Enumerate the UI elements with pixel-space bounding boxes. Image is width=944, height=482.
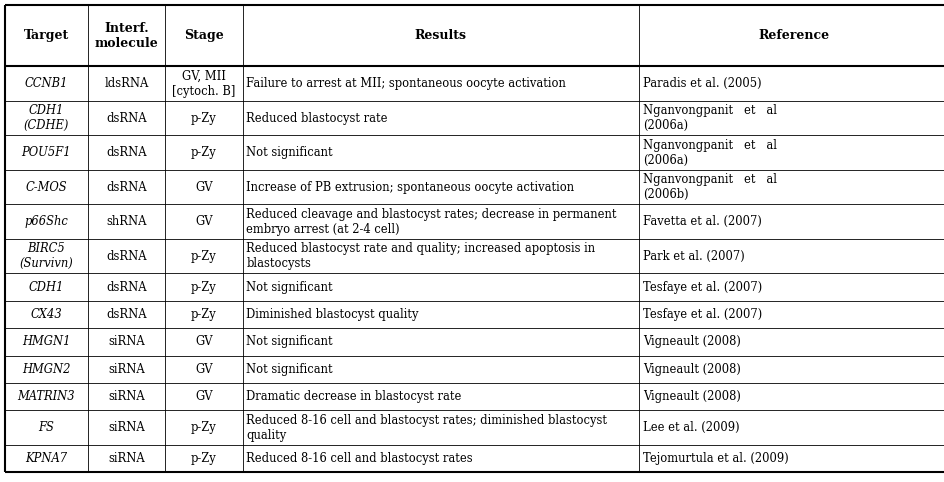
Text: Park et al. (2007): Park et al. (2007) — [643, 250, 745, 263]
Text: Interf.
molecule: Interf. molecule — [94, 22, 159, 50]
Text: Nganvongpanit   et   al
(2006a): Nganvongpanit et al (2006a) — [643, 104, 777, 132]
Text: Not significant: Not significant — [246, 335, 333, 348]
Text: FS: FS — [39, 421, 54, 434]
Text: C-MOS: C-MOS — [25, 181, 67, 194]
Text: CDH1
(CDHE): CDH1 (CDHE) — [24, 104, 69, 132]
Text: Tesfaye et al. (2007): Tesfaye et al. (2007) — [643, 281, 762, 294]
Text: CCNB1: CCNB1 — [25, 77, 68, 90]
Text: siRNA: siRNA — [109, 335, 144, 348]
Text: Tesfaye et al. (2007): Tesfaye et al. (2007) — [643, 308, 762, 321]
Text: CDH1: CDH1 — [28, 281, 64, 294]
Text: MATRIN3: MATRIN3 — [17, 390, 76, 403]
Text: ldsRNA: ldsRNA — [105, 77, 148, 90]
Text: dsRNA: dsRNA — [107, 181, 146, 194]
Text: Not significant: Not significant — [246, 363, 333, 376]
Text: Not significant: Not significant — [246, 281, 333, 294]
Text: siRNA: siRNA — [109, 390, 144, 403]
Text: POU5F1: POU5F1 — [22, 146, 71, 159]
Text: Not significant: Not significant — [246, 146, 333, 159]
Text: Reduced 8-16 cell and blastocyst rates: Reduced 8-16 cell and blastocyst rates — [246, 452, 473, 465]
Text: p-Zy: p-Zy — [191, 281, 217, 294]
Text: Reduced 8-16 cell and blastocyst rates; diminished blastocyst
quality: Reduced 8-16 cell and blastocyst rates; … — [246, 414, 607, 442]
Text: Stage: Stage — [184, 29, 224, 42]
Text: Reduced cleavage and blastocyst rates; decrease in permanent
embryo arrest (at 2: Reduced cleavage and blastocyst rates; d… — [246, 208, 616, 236]
Text: dsRNA: dsRNA — [107, 250, 146, 263]
Text: GV: GV — [195, 181, 212, 194]
Text: Lee et al. (2009): Lee et al. (2009) — [643, 421, 739, 434]
Text: p-Zy: p-Zy — [191, 146, 217, 159]
Text: Tejomurtula et al. (2009): Tejomurtula et al. (2009) — [643, 452, 788, 465]
Text: GV: GV — [195, 390, 212, 403]
Text: dsRNA: dsRNA — [107, 281, 146, 294]
Text: HMGN1: HMGN1 — [22, 335, 71, 348]
Text: Nganvongpanit   et   al
(2006a): Nganvongpanit et al (2006a) — [643, 138, 777, 167]
Text: GV: GV — [195, 363, 212, 376]
Text: Vigneault (2008): Vigneault (2008) — [643, 363, 741, 376]
Text: Dramatic decrease in blastocyst rate: Dramatic decrease in blastocyst rate — [246, 390, 462, 403]
Text: Vigneault (2008): Vigneault (2008) — [643, 335, 741, 348]
Text: Failure to arrest at MII; spontaneous oocyte activation: Failure to arrest at MII; spontaneous oo… — [246, 77, 566, 90]
Text: Results: Results — [414, 29, 467, 42]
Text: p-Zy: p-Zy — [191, 111, 217, 124]
Text: GV: GV — [195, 335, 212, 348]
Text: siRNA: siRNA — [109, 363, 144, 376]
Text: p-Zy: p-Zy — [191, 452, 217, 465]
Text: Reduced blastocyst rate and quality; increased apoptosis in
blastocysts: Reduced blastocyst rate and quality; inc… — [246, 242, 596, 270]
Text: Increase of PB extrusion; spontaneous oocyte activation: Increase of PB extrusion; spontaneous oo… — [246, 181, 575, 194]
Text: Diminished blastocyst quality: Diminished blastocyst quality — [246, 308, 419, 321]
Text: dsRNA: dsRNA — [107, 308, 146, 321]
Text: Vigneault (2008): Vigneault (2008) — [643, 390, 741, 403]
Text: KPNA7: KPNA7 — [25, 452, 67, 465]
Text: dsRNA: dsRNA — [107, 146, 146, 159]
Text: p-Zy: p-Zy — [191, 250, 217, 263]
Text: p-Zy: p-Zy — [191, 421, 217, 434]
Text: Reference: Reference — [758, 29, 830, 42]
Text: CX43: CX43 — [30, 308, 62, 321]
Text: p66Shc: p66Shc — [25, 215, 68, 228]
Text: Paradis et al. (2005): Paradis et al. (2005) — [643, 77, 762, 90]
Text: siRNA: siRNA — [109, 452, 144, 465]
Text: p-Zy: p-Zy — [191, 308, 217, 321]
Text: Target: Target — [24, 29, 69, 42]
Text: dsRNA: dsRNA — [107, 111, 146, 124]
Text: GV, MII
[cytoch. B]: GV, MII [cytoch. B] — [172, 69, 236, 97]
Text: HMGN2: HMGN2 — [22, 363, 71, 376]
Text: shRNA: shRNA — [107, 215, 146, 228]
Text: Nganvongpanit   et   al
(2006b): Nganvongpanit et al (2006b) — [643, 173, 777, 201]
Text: Reduced blastocyst rate: Reduced blastocyst rate — [246, 111, 388, 124]
Text: BIRC5
(Survivn): BIRC5 (Survivn) — [20, 242, 73, 270]
Text: GV: GV — [195, 215, 212, 228]
Text: Favetta et al. (2007): Favetta et al. (2007) — [643, 215, 762, 228]
Text: siRNA: siRNA — [109, 421, 144, 434]
